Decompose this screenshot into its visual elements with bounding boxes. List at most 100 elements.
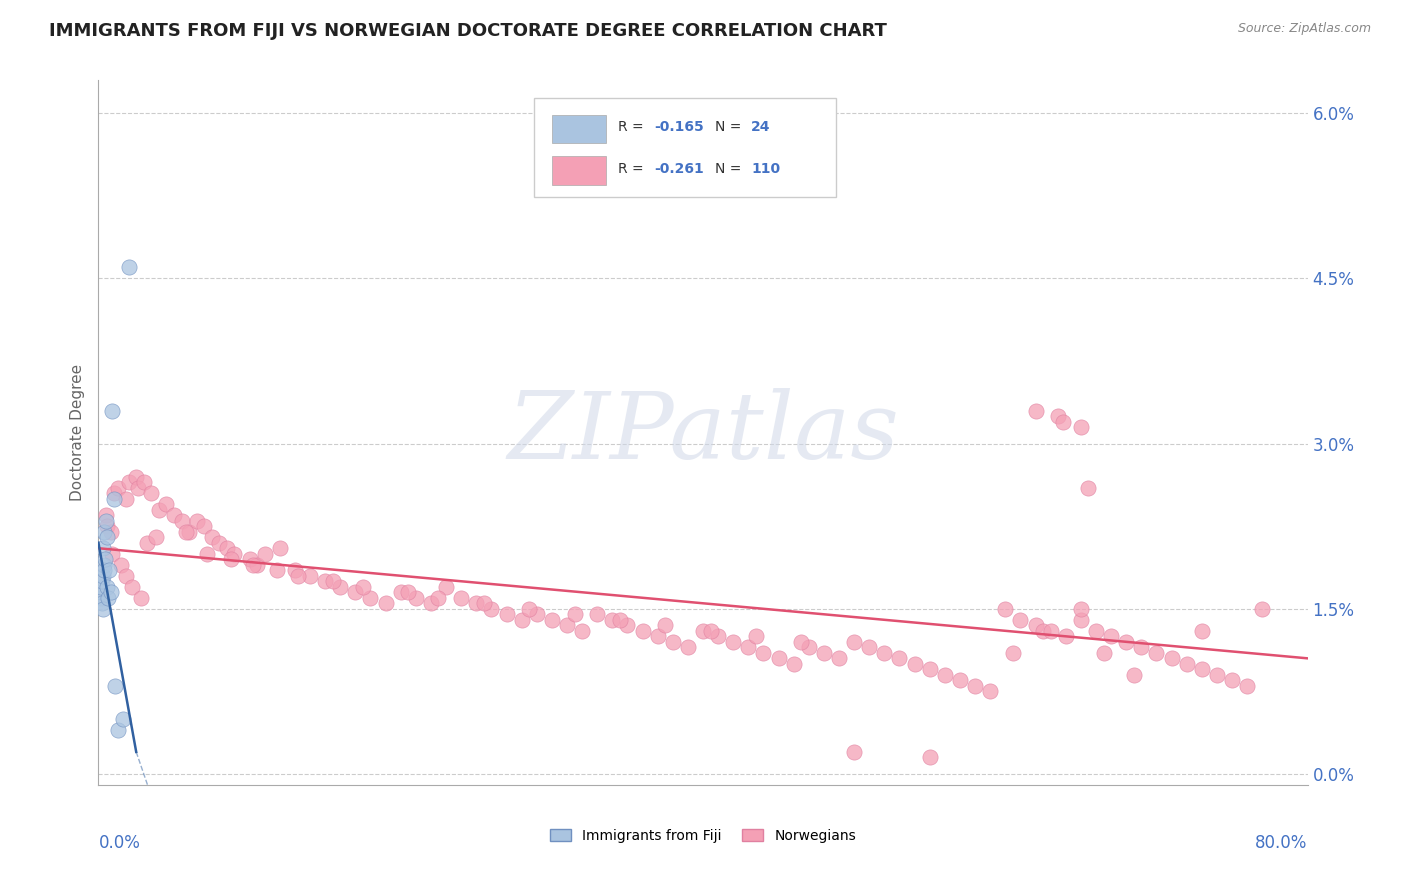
Point: [374, 596, 396, 610]
Point: [692, 172, 714, 186]
Point: [790, 635, 813, 649]
Point: [269, 541, 291, 556]
Point: [1122, 668, 1144, 682]
Point: [737, 640, 759, 655]
Point: [396, 585, 419, 599]
Point: [170, 514, 193, 528]
Point: [215, 541, 238, 556]
Point: [96, 519, 118, 533]
Point: [145, 530, 167, 544]
Point: [201, 530, 224, 544]
Point: [1160, 651, 1182, 665]
Point: [1054, 629, 1077, 643]
Point: [104, 679, 127, 693]
Point: [1032, 624, 1054, 638]
Point: [1220, 673, 1243, 688]
Text: 0.0%: 0.0%: [98, 834, 141, 852]
Point: [98, 563, 121, 577]
Point: [918, 750, 941, 764]
Point: [745, 629, 768, 643]
Point: [1115, 635, 1137, 649]
Point: [299, 568, 322, 582]
Point: [844, 635, 866, 649]
Point: [135, 535, 157, 549]
Point: [186, 514, 208, 528]
Point: [118, 260, 141, 275]
Point: [101, 403, 124, 417]
Point: [94, 508, 117, 523]
Text: ZIPatlas: ZIPatlas: [508, 388, 898, 477]
Point: [1052, 415, 1074, 429]
Point: [1251, 601, 1274, 615]
Point: [427, 591, 450, 605]
Point: [844, 745, 866, 759]
Text: 80.0%: 80.0%: [1256, 834, 1308, 852]
Point: [93, 524, 115, 539]
Point: [647, 629, 669, 643]
Point: [127, 481, 149, 495]
Point: [616, 618, 638, 632]
Point: [918, 662, 941, 676]
Point: [1070, 601, 1092, 615]
Point: [873, 646, 896, 660]
Point: [889, 651, 911, 665]
Point: [517, 601, 540, 615]
Point: [1206, 668, 1229, 682]
Point: [768, 651, 790, 665]
Point: [93, 558, 115, 572]
Point: [828, 651, 851, 665]
Point: [344, 585, 367, 599]
Point: [208, 535, 231, 549]
Point: [405, 591, 427, 605]
Point: [934, 668, 956, 682]
Point: [91, 541, 114, 556]
Point: [783, 657, 806, 671]
Point: [571, 624, 593, 638]
Point: [1191, 624, 1213, 638]
Point: [495, 607, 517, 622]
FancyBboxPatch shape: [551, 115, 606, 144]
Text: N =: N =: [716, 162, 745, 176]
Point: [555, 618, 578, 632]
Point: [239, 552, 262, 566]
Text: -0.261: -0.261: [655, 162, 704, 176]
Point: [100, 585, 122, 599]
Point: [96, 580, 118, 594]
Point: [752, 646, 775, 660]
FancyBboxPatch shape: [534, 98, 837, 196]
Point: [91, 568, 114, 582]
Text: R =: R =: [619, 120, 648, 135]
Point: [174, 524, 197, 539]
Point: [1024, 403, 1046, 417]
Point: [284, 563, 307, 577]
Point: [904, 657, 927, 671]
Point: [1039, 624, 1062, 638]
Point: [322, 574, 344, 589]
Point: [193, 519, 215, 533]
Point: [564, 607, 586, 622]
FancyBboxPatch shape: [551, 156, 606, 185]
Point: [586, 607, 609, 622]
Point: [420, 596, 443, 610]
Point: [90, 591, 112, 605]
Point: [329, 580, 352, 594]
Point: [132, 475, 155, 490]
Text: 24: 24: [751, 120, 770, 135]
Point: [111, 712, 134, 726]
Point: [155, 497, 177, 511]
Y-axis label: Doctorate Degree: Doctorate Degree: [70, 364, 86, 501]
Text: 110: 110: [751, 162, 780, 176]
Point: [1130, 640, 1153, 655]
Point: [949, 673, 972, 688]
Point: [994, 601, 1017, 615]
Point: [1010, 613, 1032, 627]
Point: [195, 547, 218, 561]
Point: [676, 640, 699, 655]
Point: [1085, 624, 1108, 638]
Text: N =: N =: [716, 120, 745, 135]
Point: [1092, 646, 1115, 660]
Point: [540, 613, 562, 627]
Point: [94, 552, 117, 566]
Point: [101, 547, 124, 561]
Point: [93, 563, 115, 577]
